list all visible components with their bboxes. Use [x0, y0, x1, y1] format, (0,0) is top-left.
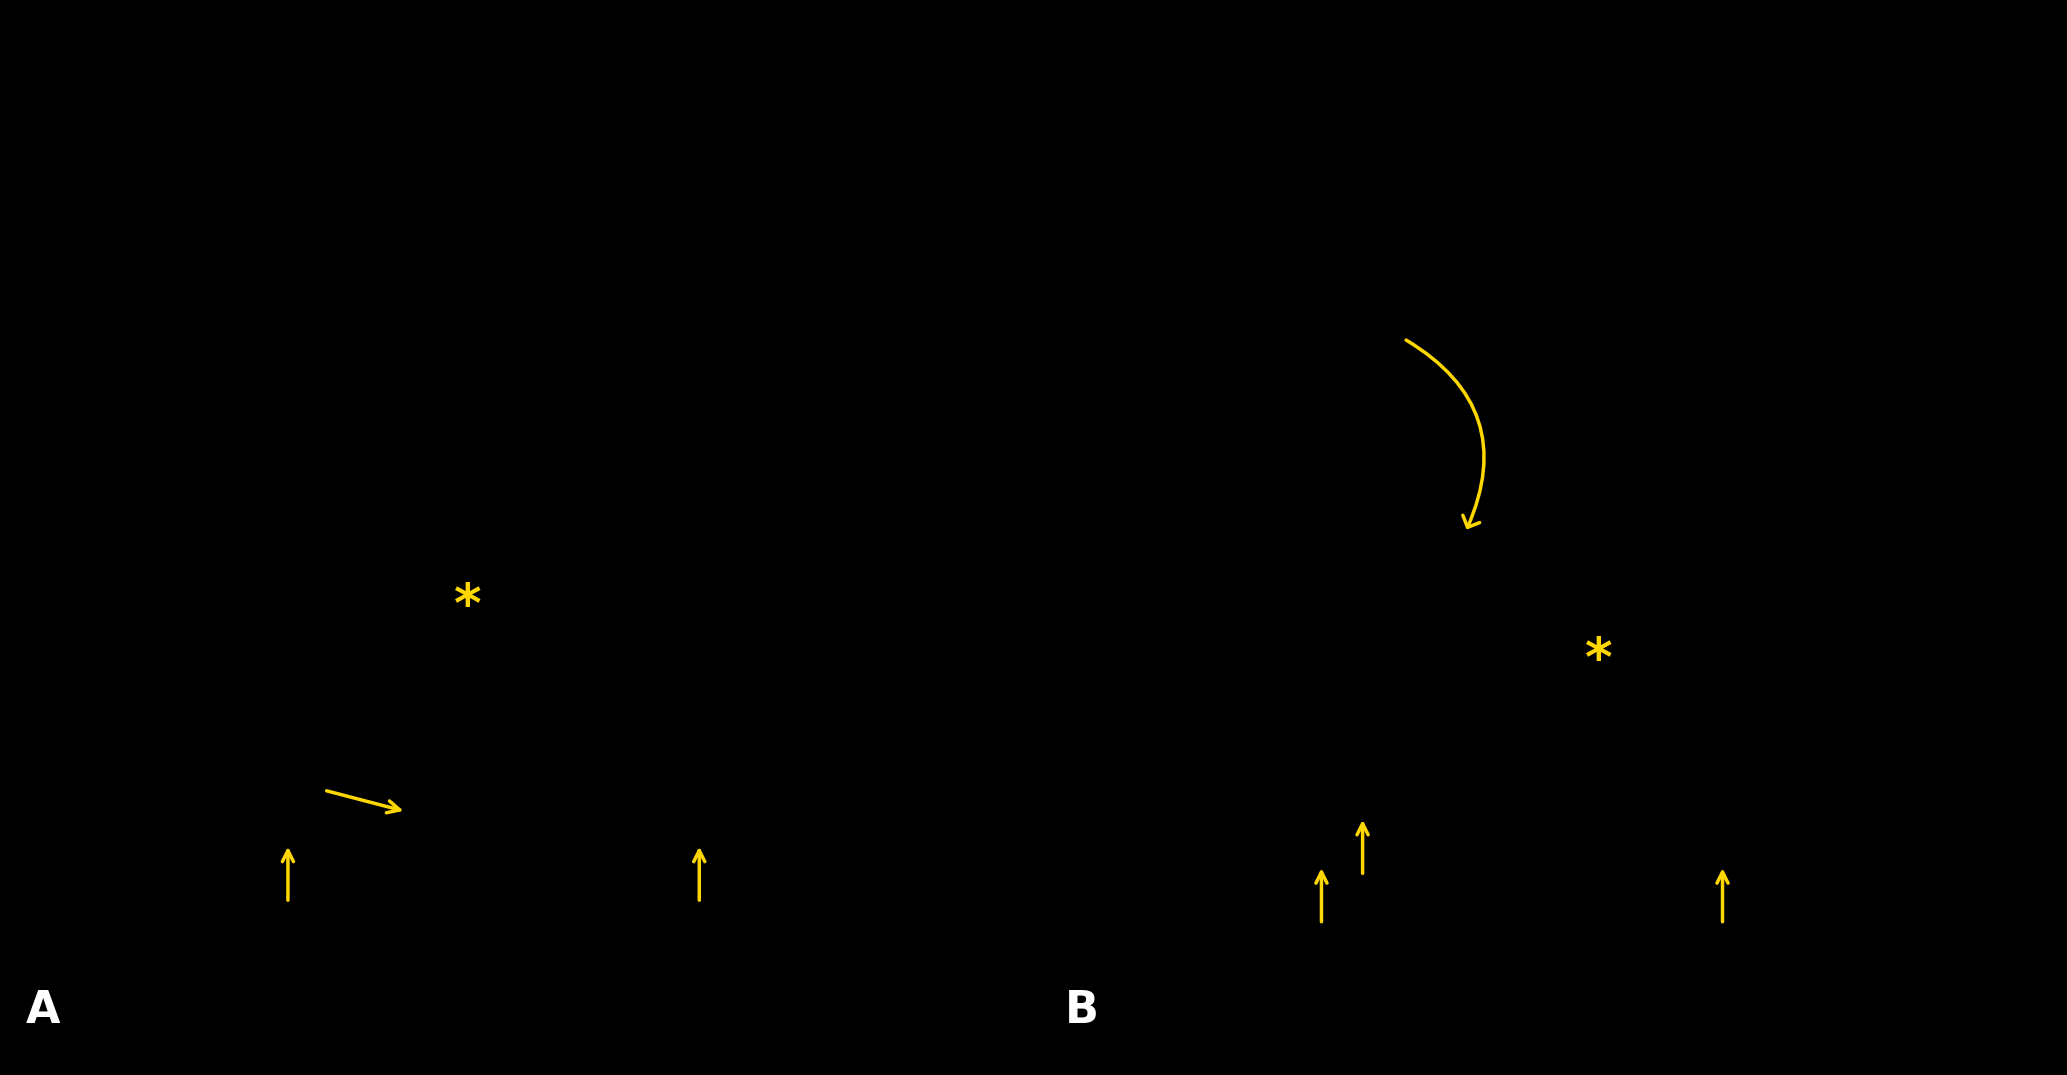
Text: A: A: [25, 989, 60, 1032]
FancyArrowPatch shape: [1406, 340, 1484, 528]
Text: *: *: [455, 582, 482, 633]
Text: *: *: [1585, 635, 1612, 687]
Text: B: B: [1065, 989, 1098, 1032]
